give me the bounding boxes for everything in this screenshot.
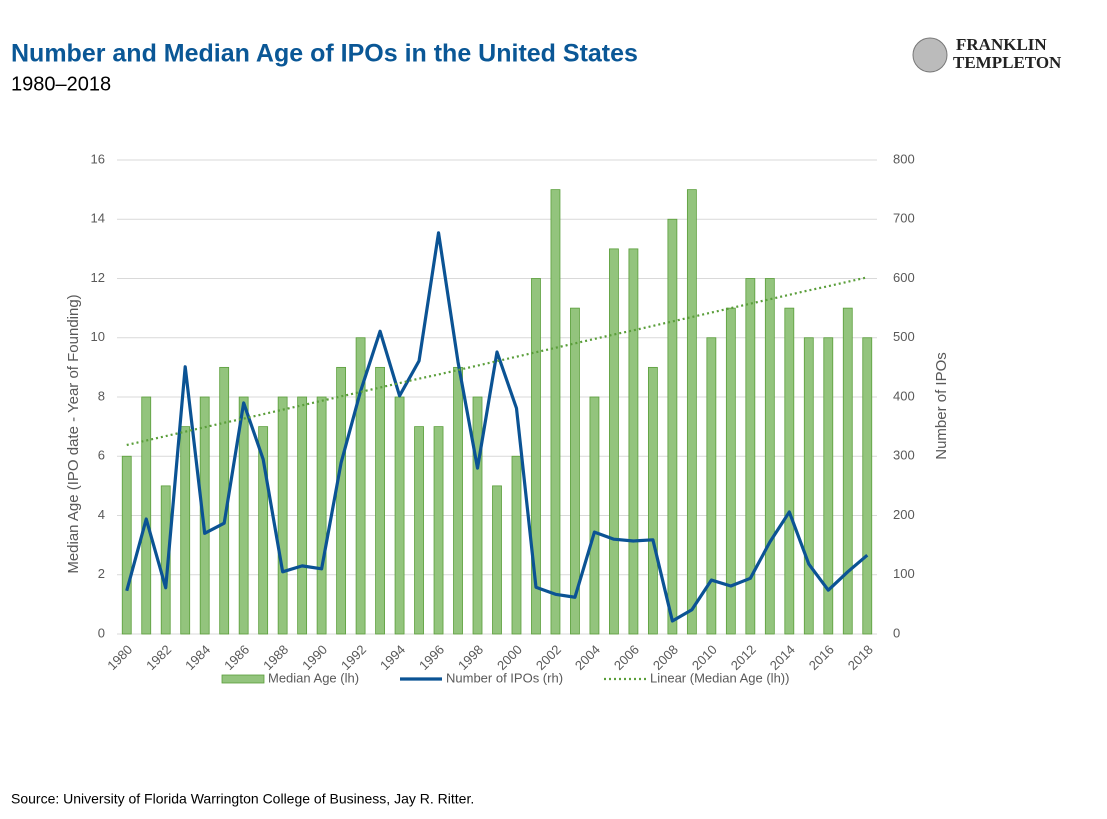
bar [647, 366, 658, 635]
x-tick-label: 1990 [299, 642, 330, 673]
y2-axis-label: Number of IPOs [933, 352, 950, 460]
logo-text: TEMPLETON [953, 53, 1062, 72]
x-tick-label: 2014 [767, 642, 798, 673]
bar [609, 248, 619, 635]
y2-tick-label: 100 [893, 566, 915, 581]
bar [160, 485, 171, 635]
bar [862, 337, 873, 635]
bar [121, 455, 132, 635]
chart-title: Number and Median Age of IPOs in the Uni… [11, 40, 638, 68]
bar [316, 396, 327, 635]
y-tick-label: 16 [91, 151, 105, 166]
x-tick-label: 2018 [845, 642, 876, 673]
y2-tick-label: 500 [893, 329, 915, 344]
bar [433, 426, 444, 635]
y2-tick-label: 400 [893, 388, 915, 403]
legend-label: Linear (Median Age (lh)) [650, 670, 789, 685]
bar [589, 396, 600, 635]
bar [180, 426, 191, 635]
bar [745, 278, 756, 635]
x-tick-label: 2016 [806, 642, 837, 673]
bar [706, 337, 717, 635]
y-tick-label: 8 [98, 388, 105, 403]
y-tick-label: 12 [91, 270, 105, 285]
bar [414, 426, 424, 635]
x-tick-label: 2010 [689, 642, 720, 673]
bar [453, 366, 463, 635]
bar [531, 278, 541, 635]
trend-line [126, 276, 868, 447]
x-tick-label: 2002 [533, 642, 564, 673]
x-tick-label: 2000 [494, 642, 525, 673]
x-tick-label: 1992 [338, 642, 369, 673]
bar [725, 307, 736, 635]
y-tick-label: 2 [98, 566, 105, 581]
bar [511, 455, 522, 635]
bar [355, 337, 366, 635]
bar [492, 485, 502, 635]
bar [686, 189, 697, 635]
x-tick-label: 1986 [221, 642, 252, 673]
bar [472, 396, 483, 635]
y2-tick-label: 200 [893, 507, 915, 522]
bar [667, 218, 678, 635]
x-tick-label: 2012 [728, 642, 759, 673]
x-tick-label: 1994 [377, 642, 408, 673]
bar [336, 366, 347, 635]
x-tick-label: 1996 [416, 642, 447, 673]
y-tick-label: 10 [91, 329, 105, 344]
bar [258, 426, 269, 635]
y2-tick-label: 800 [893, 151, 915, 166]
legend-label: Median Age (lh) [268, 670, 359, 685]
x-tick-label: 2004 [572, 642, 603, 673]
y-axis-label: Median Age (IPO date - Year of Founding) [65, 294, 82, 573]
bar [842, 307, 853, 635]
legend-swatch [221, 674, 265, 684]
y-tick-label: 6 [98, 448, 105, 463]
y2-tick-label: 700 [893, 211, 915, 226]
bar [199, 396, 210, 635]
bar [784, 307, 795, 635]
bar [570, 307, 580, 635]
y-tick-label: 0 [98, 625, 105, 640]
x-tick-label: 1998 [455, 642, 486, 673]
y2-tick-label: 300 [893, 448, 915, 463]
y-tick-label: 4 [98, 507, 105, 522]
bar [297, 396, 308, 635]
bar [823, 337, 834, 635]
legend-label: Number of IPOs (rh) [446, 670, 563, 685]
bar [238, 396, 249, 635]
chart-subtitle: 1980–2018 [11, 73, 111, 95]
x-tick-label: 1982 [143, 642, 174, 673]
bar [394, 396, 405, 635]
x-tick-label: 1980 [104, 642, 135, 673]
bar [803, 337, 814, 635]
y-tick-label: 14 [91, 211, 105, 226]
bar [375, 366, 385, 635]
source-note: Source: University of Florida Warrington… [11, 791, 474, 807]
x-tick-label: 2006 [611, 642, 642, 673]
logo-icon [912, 37, 948, 73]
bar [628, 248, 639, 635]
x-tick-label: 2008 [650, 642, 681, 673]
bar [550, 189, 561, 635]
line [125, 231, 869, 623]
bar [764, 278, 775, 635]
x-tick-label: 1984 [182, 642, 213, 673]
logo-text: FRANKLIN [956, 35, 1047, 54]
y2-tick-label: 600 [893, 270, 915, 285]
y2-tick-label: 0 [893, 625, 900, 640]
x-tick-label: 1988 [260, 642, 291, 673]
bar [141, 396, 152, 635]
bar [277, 396, 288, 635]
